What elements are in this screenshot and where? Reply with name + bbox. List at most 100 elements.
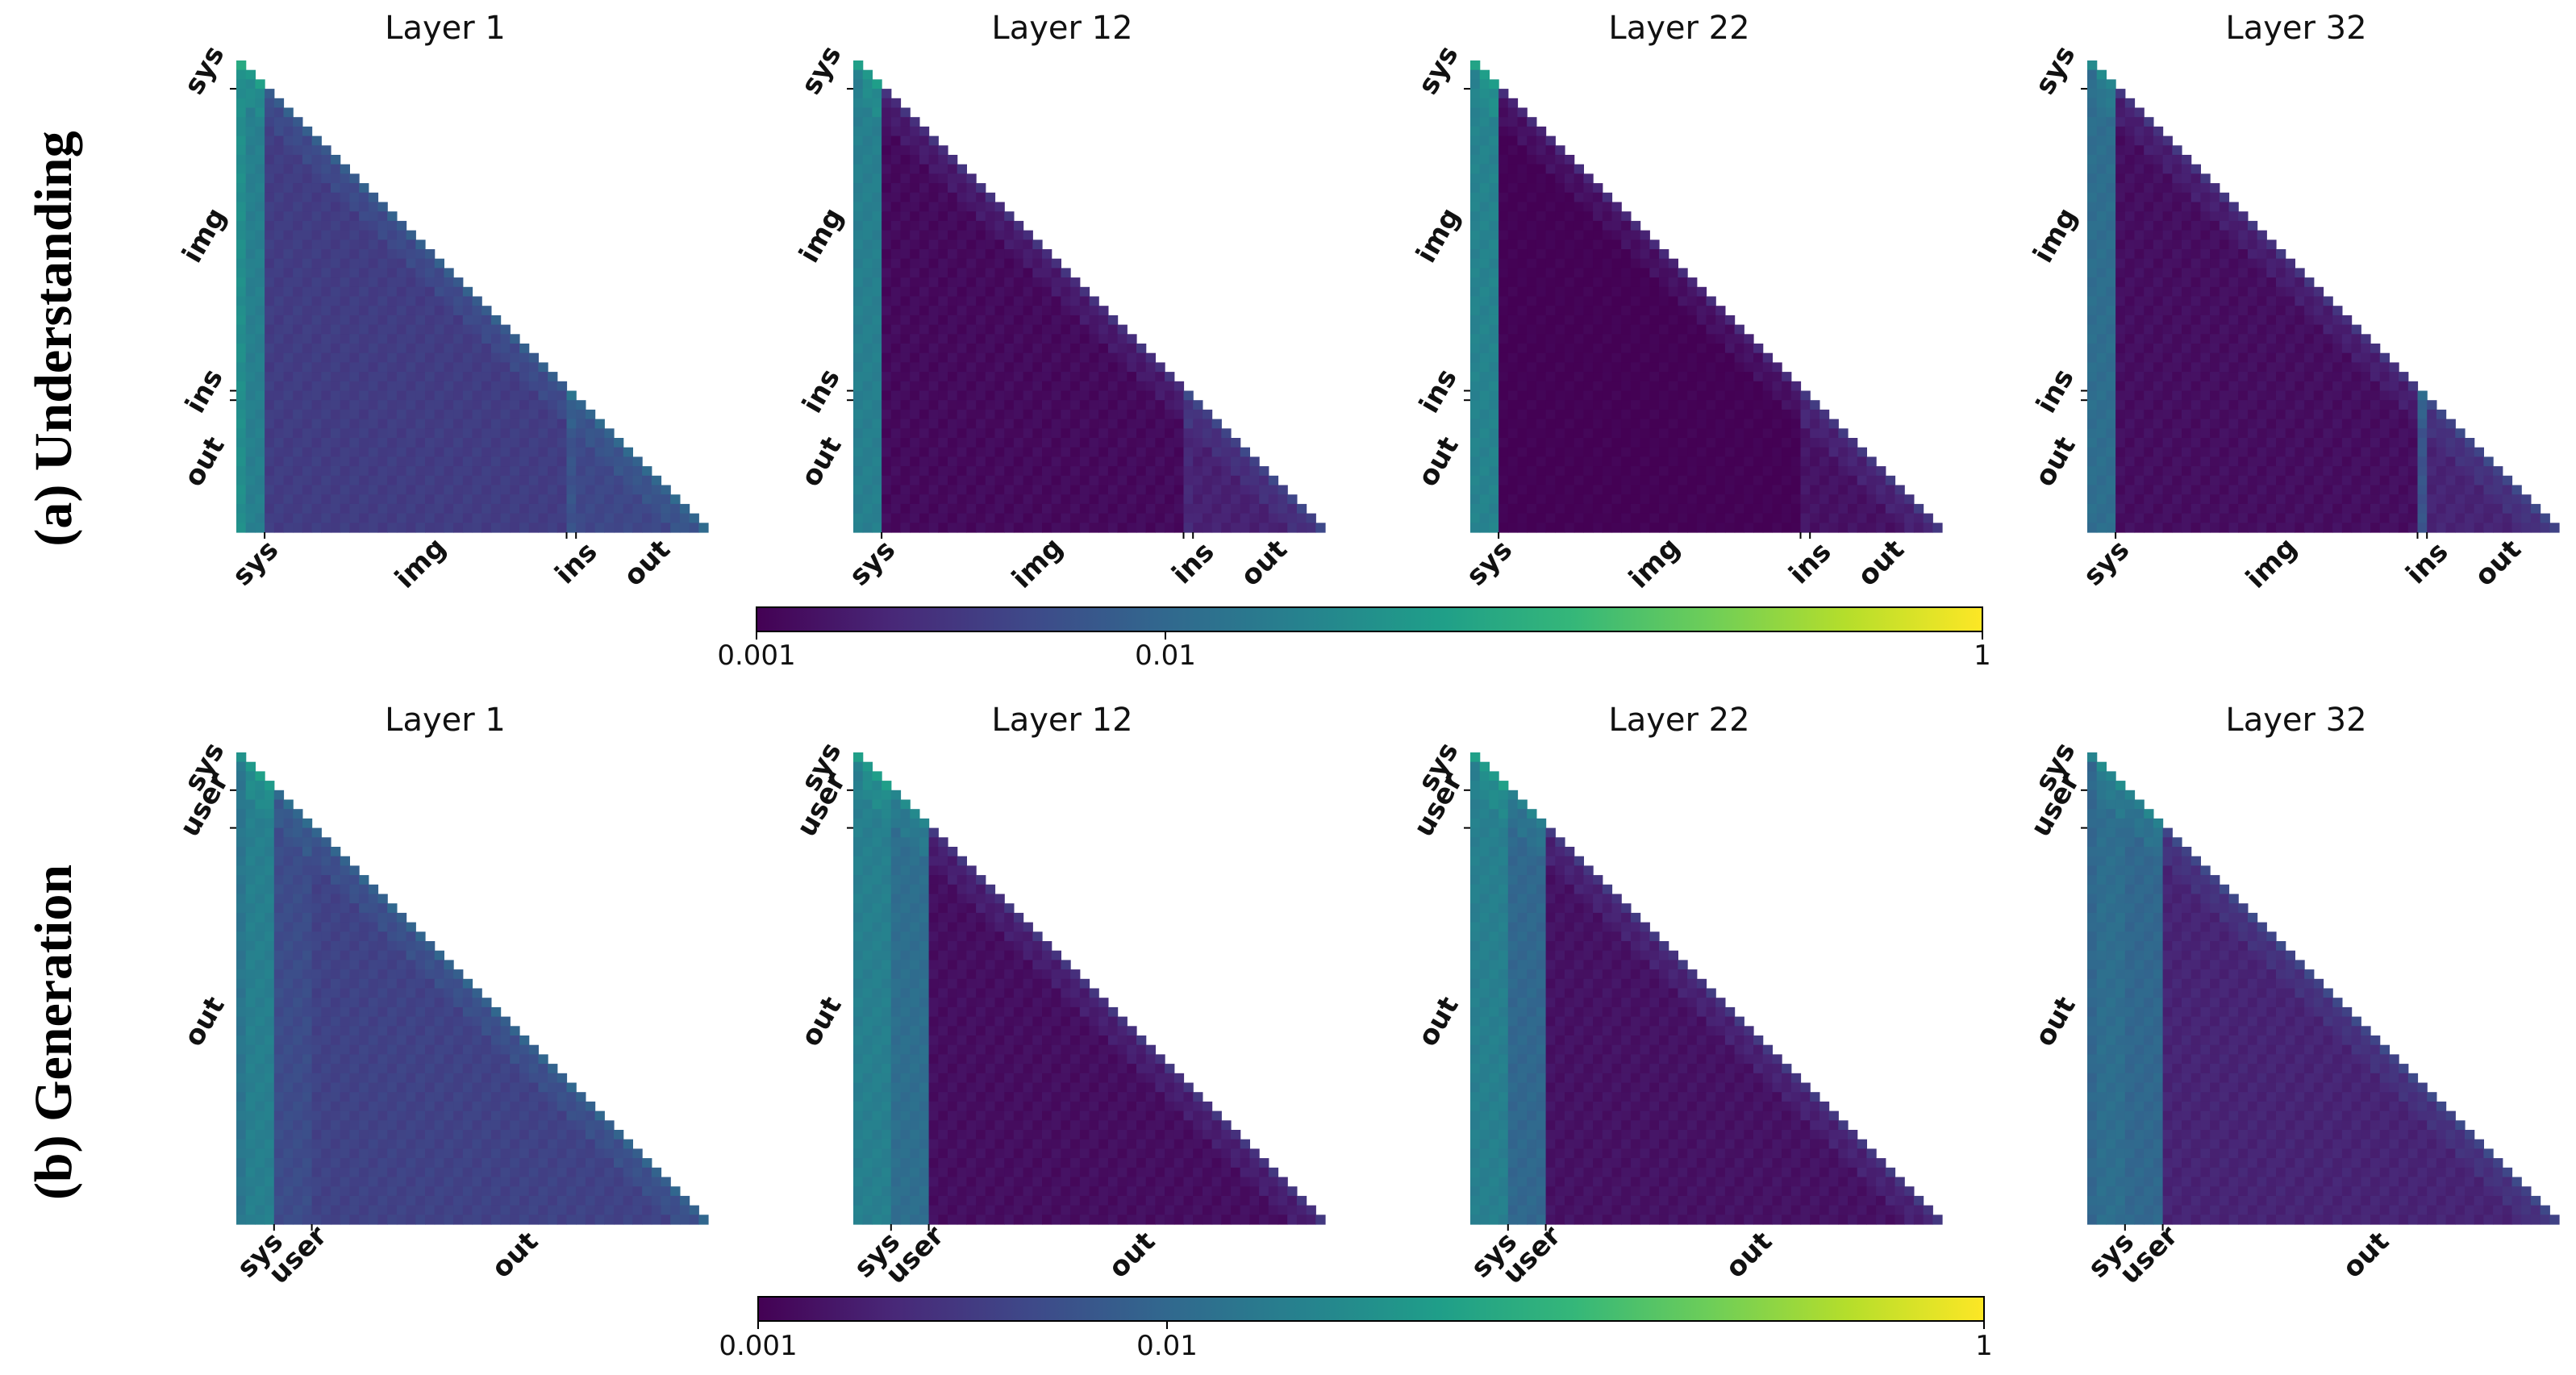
heatmap-cell (273, 155, 285, 165)
heatmap-cell (1527, 428, 1537, 439)
heatmap-cell (2162, 362, 2173, 373)
heatmap-cell (2144, 456, 2154, 467)
heatmap-cell (2266, 381, 2277, 392)
heatmap-cell (377, 315, 388, 326)
heatmap-cell (2266, 344, 2277, 354)
heatmap-cell (1211, 513, 1222, 523)
heatmap-cell (425, 390, 436, 401)
heatmap-cell (1221, 438, 1232, 448)
heatmap-cell (900, 249, 911, 260)
heatmap-cell (2087, 334, 2098, 344)
heatmap-cell (1136, 419, 1147, 429)
heatmap-cell (2276, 372, 2286, 382)
heatmap-cell (2087, 466, 2098, 477)
heatmap-cell (928, 466, 939, 477)
heatmap-cell (1678, 362, 1688, 373)
heatmap-cell (1706, 503, 1716, 515)
heatmap-cell (1545, 145, 1556, 156)
heatmap-cell (500, 494, 511, 505)
heatmap-cell (1734, 400, 1744, 410)
heatmap-cell (481, 475, 492, 486)
heatmap-cell (444, 447, 454, 457)
heatmap-cell (2115, 447, 2126, 457)
heatmap-cell (340, 324, 350, 335)
heatmap-cell (853, 117, 864, 127)
heatmap-cell (1079, 352, 1090, 363)
heatmap-cell (2323, 372, 2333, 382)
heatmap-cell (1545, 523, 1556, 533)
heatmap-cell (1259, 523, 1269, 533)
heatmap-cell (1790, 428, 1802, 439)
heatmap-cell (1593, 352, 1603, 363)
heatmap-cell (255, 344, 265, 354)
heatmap-cell (1107, 400, 1119, 410)
heatmap-cell (2210, 296, 2220, 306)
heatmap-cell (938, 466, 948, 477)
heatmap-cell (2417, 447, 2428, 457)
heatmap-cell (1155, 400, 1165, 410)
heatmap-cell (1800, 419, 1811, 429)
heatmap-cell (1079, 485, 1090, 495)
heatmap-cell (2182, 268, 2192, 278)
heatmap-cell (1136, 372, 1147, 382)
heatmap-cell (985, 258, 996, 269)
heatmap-cell (444, 503, 454, 515)
heatmap-cell (1489, 400, 1499, 410)
heatmap-cell (528, 409, 539, 420)
heatmap-cell (2210, 315, 2220, 326)
heatmap-cell (1507, 419, 1519, 429)
heatmap-cell (2238, 306, 2249, 316)
heatmap-cell (1470, 69, 1481, 80)
heatmap-cell (1155, 456, 1165, 467)
heatmap-cell (882, 344, 892, 354)
heatmap-cell (1498, 344, 1509, 354)
heatmap-cell (510, 419, 520, 429)
heatmap-cell (1004, 409, 1015, 420)
heatmap-cell (1498, 249, 1509, 260)
heatmap-cell (2190, 400, 2201, 410)
heatmap-cell (406, 334, 416, 344)
heatmap-cell (1070, 277, 1081, 288)
heatmap-cell (2182, 315, 2192, 326)
heatmap-cell (265, 456, 275, 467)
heatmap-cell (890, 324, 902, 335)
heatmap-cell (862, 428, 873, 439)
heatmap-cell (1023, 268, 1033, 278)
y-axis-label-out: out (177, 431, 231, 492)
heatmap-cell (2219, 362, 2230, 373)
heatmap-cell (481, 494, 492, 505)
heatmap-cell (2087, 60, 2098, 71)
heatmap-cell (2407, 475, 2419, 486)
heatmap-cell (862, 230, 873, 240)
heatmap-cell (273, 390, 285, 401)
heatmap-cell (585, 466, 596, 477)
heatmap-cell (377, 419, 388, 429)
heatmap-cell (377, 400, 388, 410)
heatmap-cell (2257, 447, 2267, 457)
heatmap-cell (2087, 306, 2098, 316)
heatmap-cell (2124, 466, 2136, 477)
heatmap-cell (1136, 344, 1147, 354)
heatmap-cell (2162, 438, 2173, 448)
heatmap-cell (528, 466, 539, 477)
heatmap-cell (1231, 503, 1241, 515)
heatmap-cell (1611, 362, 1622, 373)
heatmap-cell (1527, 352, 1537, 363)
heatmap-cell (265, 400, 275, 410)
heatmap-cell (377, 344, 388, 354)
heatmap-cell (528, 503, 539, 515)
heatmap-cell (1098, 344, 1109, 354)
heatmap-cell (1696, 324, 1707, 335)
heatmap-cell (1565, 155, 1575, 165)
heatmap-cell (2115, 456, 2126, 467)
heatmap-cell (2399, 400, 2409, 410)
heatmap-cell (1640, 296, 1650, 306)
heatmap-cell (490, 428, 502, 439)
heatmap-cell (1231, 456, 1241, 467)
heatmap-cell (594, 485, 605, 495)
heatmap-cell (919, 164, 930, 174)
heatmap-cell (948, 211, 958, 222)
heatmap-cell (2115, 494, 2126, 505)
heatmap-cell (349, 447, 360, 457)
heatmap-cell (566, 428, 577, 439)
